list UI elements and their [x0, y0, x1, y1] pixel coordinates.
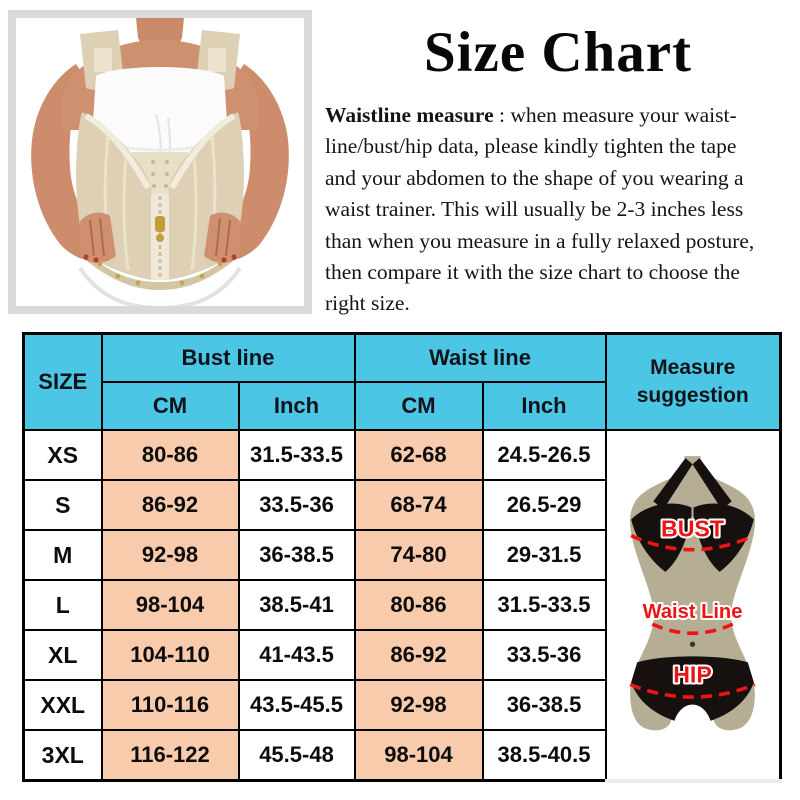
- size-chart-table: SIZE Bust line Waist line Measure sugges…: [22, 332, 782, 783]
- instructions-line: line/bust/hip data, please kindly tighte…: [325, 134, 737, 159]
- bust-inch-cell: 38.5-41: [237, 579, 356, 631]
- bust-cm-cell: 116-122: [100, 729, 240, 782]
- bust-inch-cell: 33.5-36: [237, 479, 356, 531]
- col-header-measure: Measure suggestion: [604, 332, 782, 431]
- product-photo-illustration: [16, 18, 304, 306]
- table-row: L 98-104 38.5-41 80-86 31.5-33.5: [22, 579, 781, 631]
- instructions-line: than when you measure in a fully relaxed…: [325, 228, 755, 253]
- waist-inch-cell: 38.5-40.5: [481, 729, 607, 782]
- waist-line-label: Waist Line: [643, 601, 743, 623]
- size-cell: XL: [22, 629, 103, 681]
- table-row: XS 80-86 31.5-33.5 62-68 24.5-26.5: [22, 429, 782, 783]
- waist-inch-cell: 26.5-29: [481, 479, 607, 531]
- measure-suggestion-diagram: BUST Waist Line HIP: [604, 429, 782, 783]
- size-cell: XS: [22, 429, 103, 481]
- waist-cm-cell: 92-98: [353, 679, 484, 731]
- instructions-line: Waistline measure : when measure your wa…: [325, 103, 737, 127]
- hip-label: HIP: [673, 661, 712, 687]
- bust-label: BUST: [661, 516, 724, 542]
- col-header-bust-inch: Inch: [237, 381, 356, 431]
- measure-instructions: Waistline measure : when measure your wa…: [325, 100, 797, 320]
- col-header-bust: Bust line: [100, 332, 356, 383]
- bust-inch-cell: 43.5-45.5: [237, 679, 356, 731]
- size-cell: M: [22, 529, 103, 581]
- table-row: S 86-92 33.5-36 68-74 26.5-29: [22, 479, 781, 531]
- page-title: Size Chart: [423, 21, 693, 84]
- waist-cm-cell: 86-92: [353, 629, 484, 681]
- size-cell: S: [22, 479, 103, 531]
- bust-cm-cell: 110-116: [100, 679, 240, 731]
- bust-cm-cell: 86-92: [100, 479, 240, 531]
- table-row: M 92-98 36-38.5 74-80 29-31.5: [22, 529, 781, 581]
- waist-cm-cell: 74-80: [353, 529, 484, 581]
- waist-inch-cell: 36-38.5: [481, 679, 607, 731]
- waist-cm-cell: 62-68: [353, 429, 484, 481]
- bust-cm-cell: 80-86: [100, 429, 240, 481]
- size-cell: XXL: [22, 679, 103, 731]
- size-cell: 3XL: [22, 729, 103, 782]
- col-header-bust-cm: CM: [100, 381, 240, 431]
- col-header-waist-inch: Inch: [481, 381, 607, 431]
- col-header-waist-cm: CM: [353, 381, 484, 431]
- waist-cm-cell: 98-104: [353, 729, 484, 782]
- waist-inch-cell: 29-31.5: [481, 529, 607, 581]
- product-photo: [8, 10, 312, 314]
- waist-inch-cell: 24.5-26.5: [481, 429, 607, 481]
- waist-inch-cell: 31.5-33.5: [481, 579, 607, 631]
- instructions-line: then compare it with the size chart to c…: [325, 260, 740, 285]
- waist-cm-cell: 68-74: [353, 479, 484, 531]
- col-header-waist: Waist line: [353, 332, 607, 383]
- body-diagram: BUST Waist Line HIP: [629, 456, 756, 732]
- table-row: XXL 110-116 43.5-45.5 92-98 36-38.5: [22, 679, 781, 731]
- waist-inch-cell: 33.5-36: [481, 629, 607, 681]
- table-row: 3XL 116-122 45.5-48 98-104 38.5-40.5: [22, 729, 781, 782]
- table-row: XL 104-110 41-43.5 86-92 33.5-36: [22, 629, 781, 681]
- instructions-line: waist trainer. This will usually be 2-3 …: [325, 197, 744, 222]
- size-cell: L: [22, 579, 103, 631]
- bust-cm-cell: 92-98: [100, 529, 240, 581]
- bust-inch-cell: 36-38.5: [237, 529, 356, 581]
- bust-cm-cell: 104-110: [100, 629, 240, 681]
- waist-cm-cell: 80-86: [353, 579, 484, 631]
- instructions-line: right size.: [325, 291, 410, 316]
- bust-cm-cell: 98-104: [100, 579, 240, 631]
- bust-inch-cell: 45.5-48: [237, 729, 356, 782]
- bust-inch-cell: 41-43.5: [237, 629, 356, 681]
- instructions-lead: Waistline measure: [325, 103, 494, 127]
- bust-inch-cell: 31.5-33.5: [237, 429, 356, 481]
- instructions-line: and your abdomen to the shape of you wea…: [325, 165, 744, 190]
- col-header-size: SIZE: [22, 332, 103, 431]
